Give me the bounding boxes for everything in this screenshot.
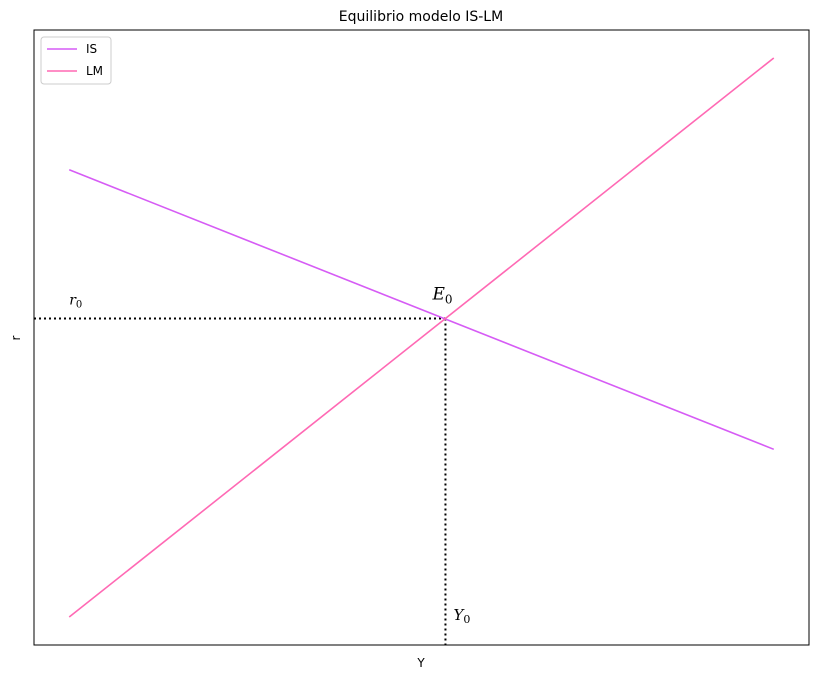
legend-label-lm: LM: [86, 64, 103, 78]
equilibrium-label-subscript: 0: [445, 292, 453, 306]
legend-items: IS LM: [47, 42, 103, 78]
y0-annotation: Y0: [453, 606, 470, 626]
y-axis-label: r: [9, 335, 23, 340]
series-layer: [68, 57, 775, 618]
legend-label-is: IS: [86, 42, 97, 56]
equilibrium-label: E0: [431, 284, 452, 306]
r0-annotation-main: r: [69, 292, 77, 308]
plot-frame: [33, 29, 810, 646]
equilibrium-guides: [34, 317, 447, 645]
r0-annotation: r0: [69, 292, 82, 310]
series-line-is: [68, 169, 775, 451]
legend: IS LM: [40, 36, 112, 85]
equilibrium-label-main: E: [431, 284, 445, 304]
chart-title: Equilibrio modelo IS-LM: [339, 9, 503, 25]
r0-annotation-subscript: 0: [76, 299, 82, 310]
x-axis-label: Y: [416, 656, 425, 670]
y0-annotation-main: Y: [453, 606, 465, 624]
series-line-lm: [68, 57, 775, 618]
y0-annotation-subscript: 0: [463, 613, 470, 626]
